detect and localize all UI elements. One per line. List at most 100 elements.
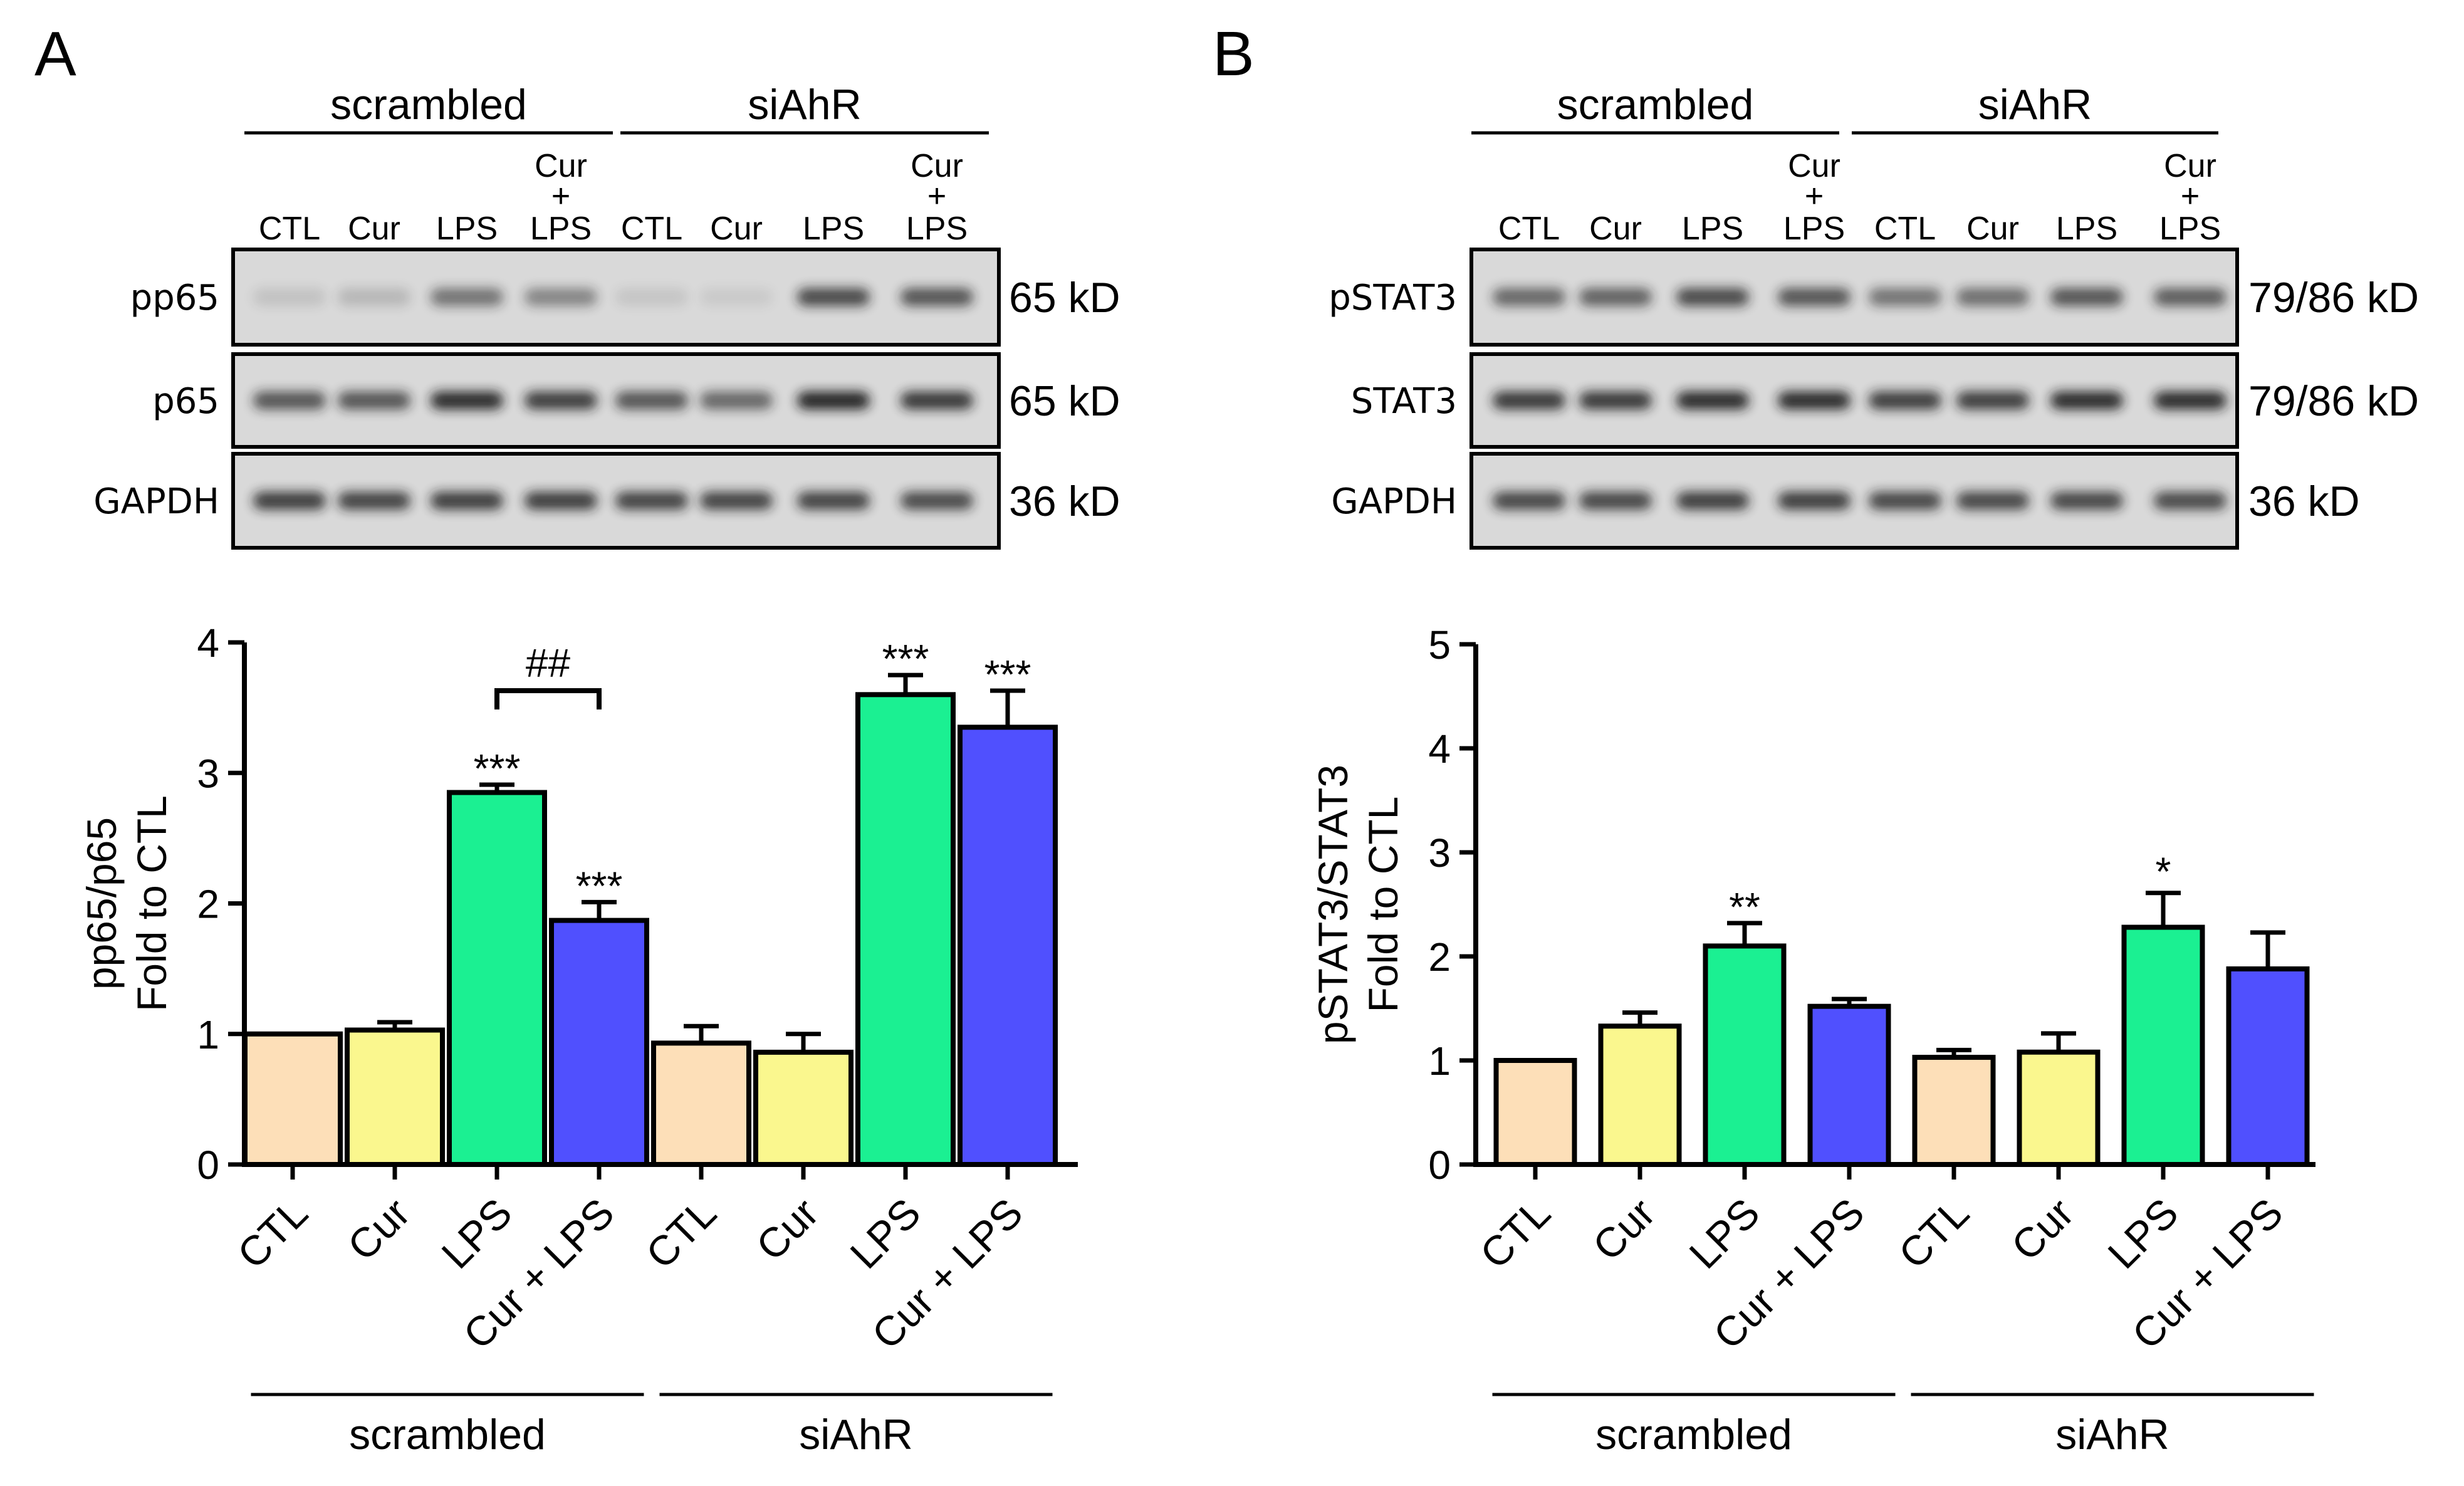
- blot-row-p65: p65 65 kD: [152, 352, 1120, 449]
- x-category-label: Cur: [2002, 1190, 2082, 1270]
- blot-band: [901, 392, 973, 409]
- blot-band: [2154, 288, 2226, 306]
- blot-band: [1493, 392, 1565, 409]
- blot-band: [1956, 392, 2029, 409]
- blot-band: [253, 288, 326, 306]
- blot-band: [431, 492, 503, 510]
- bar: [1807, 1003, 1891, 1168]
- x-category-label: CTL: [1889, 1190, 1977, 1277]
- lane-label: Cur: [1589, 211, 1642, 247]
- blot-band: [1778, 492, 1851, 510]
- blot-row-gapdh: GAPDH 36 kD: [1331, 452, 2360, 550]
- chart-group-label: siAhR: [2055, 1411, 2169, 1458]
- bar: [447, 790, 547, 1168]
- y-axis-label-secondary: Fold to CTL: [1360, 797, 1406, 1013]
- y-tick-label: 4: [197, 620, 219, 666]
- bar: [243, 1031, 343, 1167]
- blot-band: [901, 492, 973, 510]
- blot-band: [525, 392, 597, 409]
- y-tick-label: 2: [197, 882, 219, 927]
- y-tick-label: 4: [1428, 726, 1451, 772]
- blot-band: [338, 288, 410, 306]
- chart-group-label: scrambled: [349, 1411, 546, 1458]
- lane-label-combo-bottom: LPS: [530, 211, 592, 247]
- blot-band: [253, 392, 326, 409]
- x-category-label: Cur: [747, 1190, 827, 1270]
- lane-label: Cur: [710, 211, 763, 247]
- panel-letter: A: [34, 19, 76, 89]
- blot-band: [615, 288, 688, 306]
- lane-label-combo-plus: +: [2181, 178, 2200, 214]
- lane-label-combo-top: Cur: [1788, 148, 1840, 184]
- x-category-label: Cur: [1584, 1190, 1664, 1270]
- blot-band: [1869, 492, 1941, 510]
- lane-label-combo-plus: +: [551, 178, 570, 214]
- blot-row-gapdh: GAPDH 36 kD: [93, 452, 1120, 550]
- significance-mark: ***: [576, 863, 623, 908]
- blot-band: [615, 492, 688, 510]
- blot-row-label: pp65: [130, 278, 219, 318]
- blot-band: [2050, 492, 2123, 510]
- bar: [2226, 966, 2310, 1168]
- lane-label-combo-top: Cur: [535, 148, 587, 184]
- lane-label-combo-plus: +: [927, 178, 946, 214]
- lane-label: CTL: [1874, 211, 1936, 247]
- blot-row-label: p65: [152, 381, 219, 422]
- significance-bracket: [494, 688, 602, 710]
- lane-label: CTL: [259, 211, 320, 247]
- blot-kd-label: 36 kD: [2248, 478, 2360, 525]
- y-tick-label: 5: [1428, 622, 1451, 667]
- y-tick-label: 0: [197, 1143, 219, 1188]
- bar: [2017, 1049, 2101, 1167]
- blot-band: [2154, 392, 2226, 409]
- blot-row-label: pSTAT3: [1329, 278, 1457, 318]
- blot-band: [1579, 492, 1652, 510]
- lane-label: LPS: [1682, 211, 1743, 247]
- blot-band: [2050, 288, 2123, 306]
- blot-band: [525, 288, 597, 306]
- blot-kd-label: 36 kD: [1009, 478, 1120, 525]
- lane-label: Cur: [1966, 211, 2019, 247]
- bar: [2121, 924, 2205, 1168]
- blot-band: [700, 392, 773, 409]
- y-tick-label: 1: [1428, 1039, 1451, 1084]
- lane-label: Cur: [348, 211, 400, 247]
- lane-label-combo-bottom: LPS: [1783, 211, 1845, 247]
- blot-band: [431, 392, 503, 409]
- blot-row-pp65: pp65 65 kD: [130, 248, 1120, 347]
- blot-kd-label: 65 kD: [1009, 377, 1120, 425]
- panel-letter: B: [1213, 19, 1255, 89]
- blot-band: [2050, 392, 2123, 409]
- lane-label: LPS: [803, 211, 864, 247]
- blot-band: [700, 288, 773, 306]
- blot-band: [1493, 492, 1565, 510]
- blot-band: [253, 492, 326, 510]
- lane-label: LPS: [2056, 211, 2117, 247]
- blot-row-label: GAPDH: [93, 481, 219, 522]
- blot-band: [1579, 288, 1652, 306]
- bar-chart-A: *** *** *** *** ## 0 1 2 3 4 pp65/p65 Fold to CTL CT…: [78, 620, 1078, 1458]
- x-category-label: LPS: [432, 1190, 521, 1278]
- lane-label-combo-top: Cur: [2164, 148, 2216, 184]
- lane-label-combo-bottom: LPS: [2159, 211, 2221, 247]
- blot-band: [1778, 288, 1851, 306]
- bar: [1598, 1023, 1682, 1167]
- lane-label-combo-top: Cur: [911, 148, 963, 184]
- blot-band: [1676, 392, 1749, 409]
- blot-band: [525, 492, 597, 510]
- lane-label: CTL: [1498, 211, 1560, 247]
- bar: [549, 918, 649, 1167]
- blot-band: [700, 492, 773, 510]
- bar: [1912, 1055, 1996, 1168]
- blot-kd-label: 79/86 kD: [2248, 274, 2419, 322]
- x-category-label: LPS: [1680, 1190, 1768, 1278]
- significance-mark: ***: [882, 636, 929, 681]
- blot-band: [338, 492, 410, 510]
- significance-mark: **: [1729, 884, 1760, 929]
- blot-row-stat3: STAT3 79/86 kD: [1351, 352, 2419, 449]
- y-tick-label: 1: [197, 1012, 219, 1057]
- blot-group-label: scrambled: [330, 81, 527, 128]
